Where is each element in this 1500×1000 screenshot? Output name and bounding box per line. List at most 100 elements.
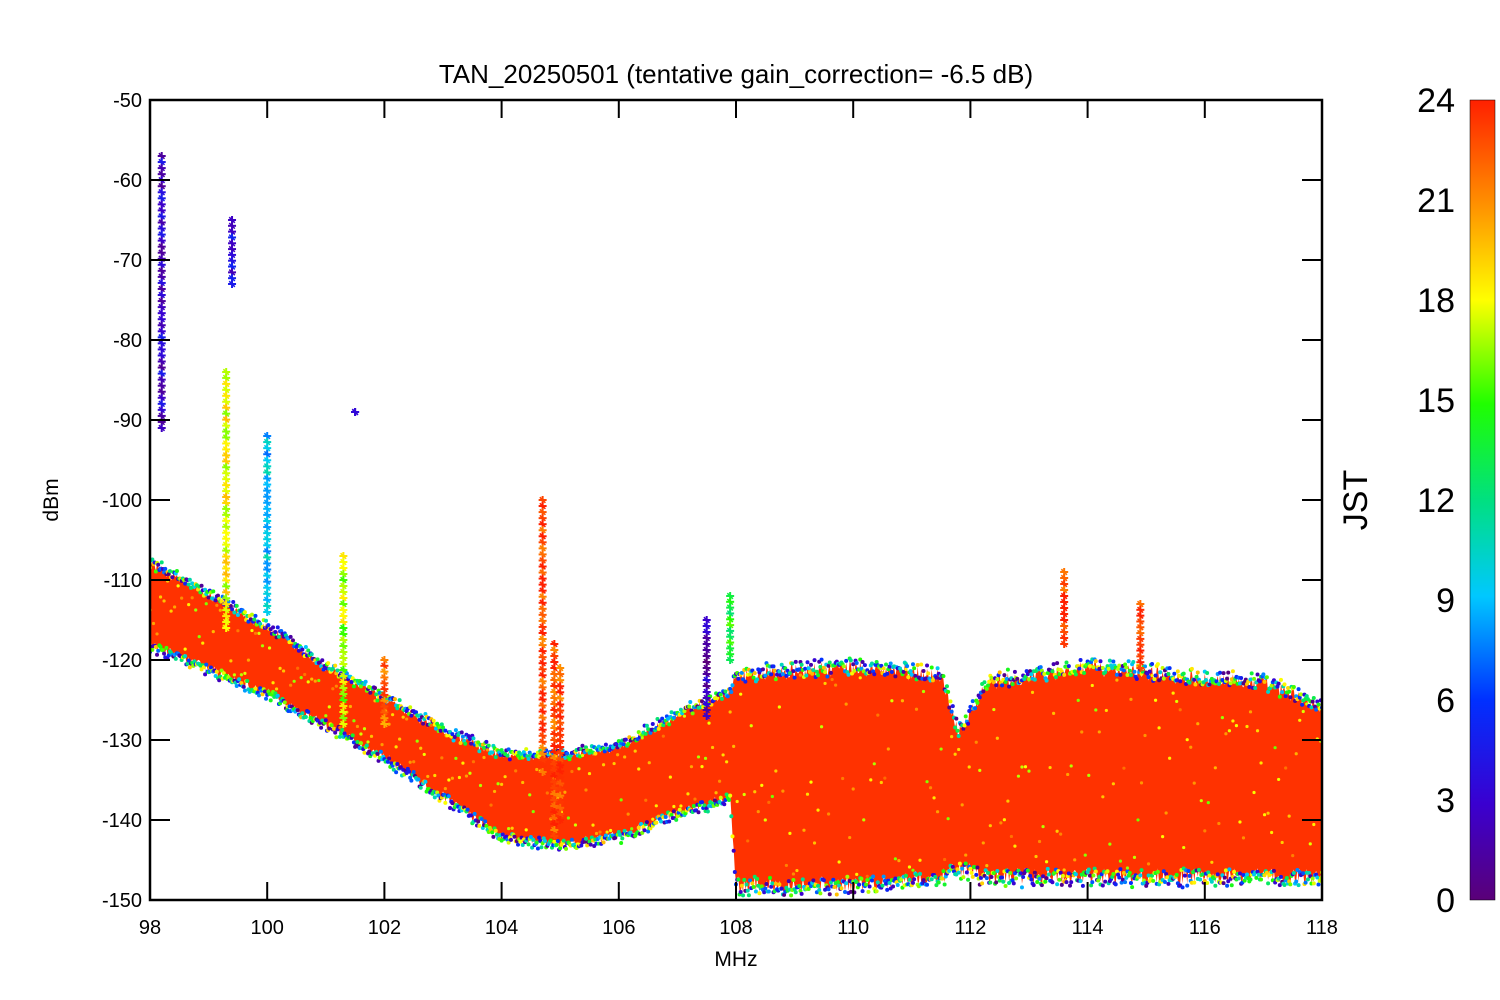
scatter-point bbox=[218, 608, 222, 612]
scatter-point bbox=[1001, 879, 1006, 884]
scatter-point bbox=[677, 807, 682, 812]
scatter-point bbox=[337, 734, 342, 739]
scatter-point bbox=[717, 779, 722, 783]
scatter-point bbox=[772, 668, 777, 673]
scatter-point bbox=[1002, 818, 1006, 822]
scatter-point bbox=[1214, 679, 1219, 684]
scatter-point bbox=[598, 830, 602, 834]
scatter-point bbox=[1278, 677, 1283, 682]
scatter-point bbox=[869, 878, 874, 883]
scatter-point bbox=[158, 644, 163, 649]
scatter-point bbox=[616, 753, 620, 757]
scatter-point bbox=[643, 731, 648, 736]
scatter-point bbox=[884, 881, 889, 886]
scatter-point bbox=[187, 603, 191, 607]
scatter-point bbox=[1078, 878, 1083, 883]
scatter-point bbox=[866, 889, 871, 894]
scatter-point bbox=[623, 737, 628, 742]
scatter-point bbox=[190, 596, 194, 600]
scatter-point bbox=[1276, 681, 1281, 686]
scatter-point bbox=[282, 669, 286, 673]
scatter-point bbox=[1213, 883, 1218, 888]
scatter-point bbox=[797, 883, 802, 888]
scatter-point bbox=[431, 718, 436, 723]
scatter-point bbox=[308, 715, 313, 720]
scatter-point bbox=[464, 774, 469, 778]
scatter-point bbox=[1241, 836, 1246, 840]
scatter-point bbox=[1094, 708, 1098, 712]
scatter-point bbox=[818, 664, 823, 669]
scatter-point bbox=[746, 893, 751, 898]
scatter-point bbox=[1228, 681, 1233, 686]
scatter-point bbox=[1291, 684, 1296, 689]
scatter-point bbox=[1146, 873, 1151, 878]
scatter-point bbox=[644, 723, 649, 728]
scatter-point bbox=[375, 751, 380, 756]
scatter-point bbox=[1257, 679, 1262, 684]
scatter-point bbox=[777, 669, 782, 674]
scatter-point bbox=[941, 674, 946, 679]
peak-marker bbox=[157, 424, 166, 432]
scatter-point bbox=[658, 819, 663, 824]
scatter-point bbox=[774, 769, 778, 773]
scatter-point bbox=[626, 742, 631, 747]
scatter-point bbox=[156, 648, 161, 653]
scatter-point bbox=[422, 752, 426, 757]
scatter-point bbox=[531, 837, 536, 842]
scatter-point bbox=[368, 690, 373, 695]
scatter-point bbox=[419, 746, 423, 750]
scatter-point bbox=[886, 747, 890, 751]
scatter-point bbox=[340, 728, 345, 733]
scatter-point bbox=[1059, 882, 1064, 887]
scatter-point bbox=[1280, 840, 1284, 845]
scatter-point bbox=[1010, 682, 1015, 687]
scatter-point bbox=[1115, 678, 1119, 682]
scatter-point bbox=[359, 732, 363, 736]
scatter-point bbox=[475, 744, 479, 748]
scatter-point bbox=[380, 743, 384, 747]
scatter-point bbox=[395, 761, 400, 766]
scatter-point bbox=[760, 783, 764, 787]
scatter-point bbox=[825, 674, 830, 679]
scatter-point bbox=[869, 778, 873, 782]
scatter-point bbox=[1057, 672, 1062, 677]
scatter-point bbox=[1291, 853, 1295, 858]
noise-floor-band bbox=[150, 561, 1322, 892]
scatter-point bbox=[946, 689, 951, 694]
scatter-point bbox=[1213, 766, 1217, 770]
scatter-point bbox=[981, 841, 985, 845]
scatter-point bbox=[594, 831, 599, 836]
scatter-point bbox=[964, 870, 969, 875]
scatter-point bbox=[1178, 708, 1182, 712]
scatter-point bbox=[1000, 875, 1005, 880]
scatter-point bbox=[817, 887, 822, 892]
scatter-point bbox=[234, 684, 239, 689]
scatter-point bbox=[1196, 867, 1201, 872]
scatter-point bbox=[239, 681, 244, 686]
scatter-point bbox=[1066, 664, 1071, 669]
scatter-point bbox=[923, 676, 928, 681]
scatter-point bbox=[398, 765, 403, 770]
scatter-point bbox=[755, 876, 760, 881]
scatter-point bbox=[974, 740, 978, 744]
scatter-point bbox=[253, 631, 258, 635]
scatter-point bbox=[187, 665, 192, 670]
scatter-point bbox=[970, 699, 975, 704]
scatter-point bbox=[1161, 676, 1166, 681]
scatter-point bbox=[591, 823, 595, 827]
scatter-point bbox=[1224, 732, 1228, 736]
scatter-point bbox=[476, 819, 481, 824]
scatter-point bbox=[654, 804, 658, 808]
scatter-point bbox=[443, 800, 448, 805]
scatter-point bbox=[1048, 765, 1052, 770]
scatter-point bbox=[409, 713, 414, 718]
peak-marker bbox=[339, 720, 348, 728]
peak-marker bbox=[380, 720, 389, 728]
scatter-point bbox=[493, 828, 498, 833]
scatter-point bbox=[764, 881, 769, 886]
scatter-point bbox=[583, 745, 588, 750]
colorbar-tick-label: 15 bbox=[1417, 382, 1455, 420]
scatter-point bbox=[726, 798, 731, 803]
scatter-point bbox=[941, 869, 946, 874]
scatter-point bbox=[1027, 677, 1031, 682]
